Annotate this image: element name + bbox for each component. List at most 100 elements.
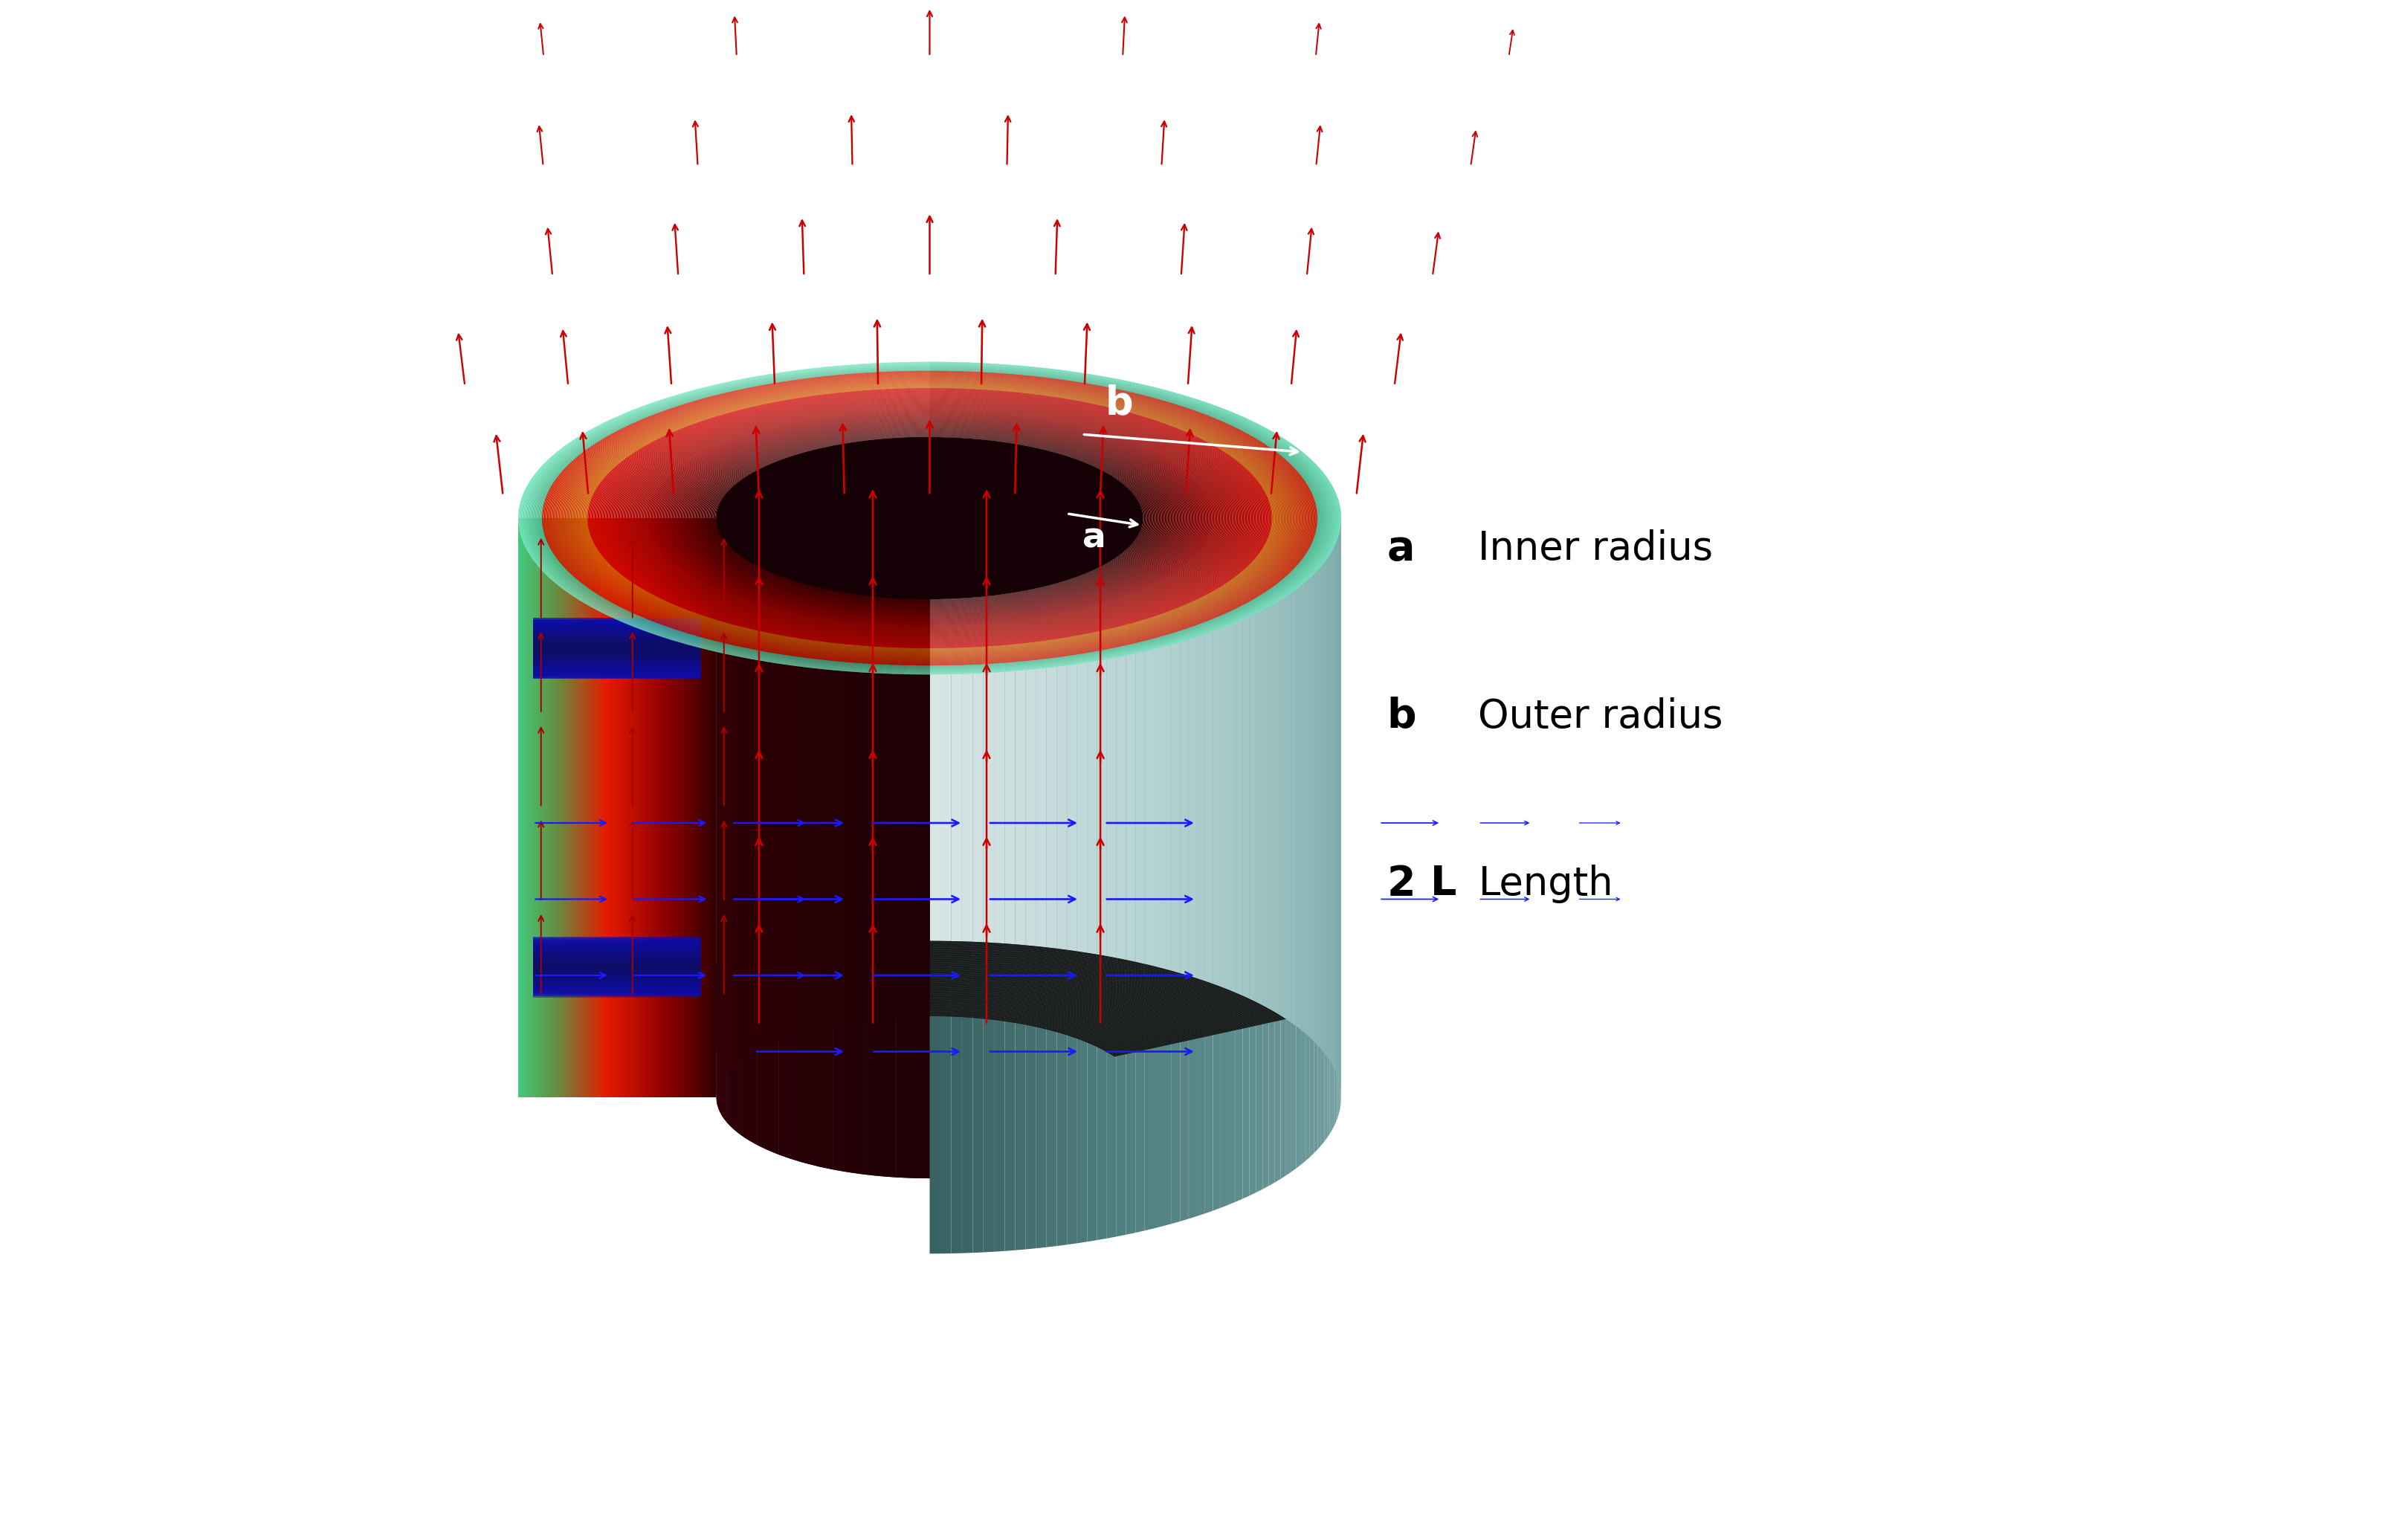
Polygon shape	[1067, 664, 1076, 1245]
Polygon shape	[547, 373, 1312, 663]
Polygon shape	[535, 625, 701, 674]
Polygon shape	[669, 419, 1190, 617]
Polygon shape	[535, 942, 701, 992]
Polygon shape	[650, 411, 1209, 625]
Polygon shape	[982, 672, 995, 1253]
Polygon shape	[1163, 645, 1173, 1227]
Polygon shape	[535, 946, 701, 988]
Polygon shape	[535, 939, 701, 995]
Polygon shape	[696, 995, 1163, 1047]
Polygon shape	[585, 387, 1274, 649]
Polygon shape	[556, 376, 1303, 660]
Polygon shape	[795, 453, 804, 1035]
Polygon shape	[1296, 585, 1300, 1169]
Polygon shape	[982, 363, 995, 943]
Polygon shape	[600, 393, 1259, 643]
Polygon shape	[908, 437, 917, 1017]
Polygon shape	[1163, 389, 1173, 971]
Polygon shape	[636, 407, 1223, 629]
Polygon shape	[763, 568, 771, 1152]
Polygon shape	[650, 975, 1209, 1036]
Polygon shape	[751, 471, 756, 1053]
Polygon shape	[739, 477, 744, 1061]
Polygon shape	[535, 942, 701, 992]
Polygon shape	[686, 425, 1173, 611]
Polygon shape	[1180, 640, 1190, 1221]
Polygon shape	[542, 372, 1317, 664]
Polygon shape	[535, 962, 701, 972]
Polygon shape	[908, 599, 917, 1178]
Polygon shape	[609, 396, 1250, 640]
Polygon shape	[679, 424, 1180, 613]
Polygon shape	[585, 387, 1274, 649]
Polygon shape	[600, 393, 1259, 643]
Polygon shape	[804, 450, 814, 1032]
Polygon shape	[523, 364, 1336, 672]
Polygon shape	[715, 437, 1144, 599]
Polygon shape	[756, 465, 768, 1050]
Polygon shape	[1204, 402, 1214, 985]
Polygon shape	[645, 972, 1214, 1035]
Polygon shape	[942, 361, 951, 942]
Polygon shape	[730, 1010, 1129, 1055]
Polygon shape	[713, 1003, 1146, 1050]
Polygon shape	[576, 383, 1286, 654]
Text: Inner radius: Inner radius	[1479, 529, 1714, 568]
Polygon shape	[592, 390, 1267, 646]
Polygon shape	[660, 416, 1199, 620]
Polygon shape	[1286, 593, 1291, 1175]
Polygon shape	[722, 539, 727, 1122]
Polygon shape	[592, 390, 1269, 646]
Polygon shape	[607, 396, 1252, 640]
Polygon shape	[730, 547, 734, 1131]
Polygon shape	[672, 421, 1187, 616]
Polygon shape	[787, 456, 795, 1036]
Polygon shape	[614, 398, 1245, 639]
Polygon shape	[1035, 367, 1047, 948]
Polygon shape	[1067, 370, 1076, 951]
Polygon shape	[643, 971, 1218, 1035]
Polygon shape	[833, 443, 848, 1026]
Polygon shape	[689, 427, 1170, 610]
Polygon shape	[641, 408, 1218, 628]
Polygon shape	[1180, 395, 1190, 975]
Polygon shape	[886, 597, 896, 1178]
Polygon shape	[580, 386, 1279, 651]
Polygon shape	[535, 962, 701, 974]
Polygon shape	[588, 389, 1271, 648]
Polygon shape	[568, 381, 1291, 655]
Polygon shape	[535, 645, 701, 652]
Polygon shape	[874, 439, 886, 1020]
Polygon shape	[1296, 447, 1300, 1030]
Polygon shape	[602, 393, 1257, 643]
Polygon shape	[641, 408, 1218, 628]
Polygon shape	[1257, 610, 1262, 1192]
Polygon shape	[1086, 373, 1098, 954]
Polygon shape	[1117, 379, 1127, 960]
Polygon shape	[535, 939, 701, 995]
Polygon shape	[1190, 396, 1197, 978]
Polygon shape	[559, 378, 1300, 658]
Polygon shape	[1204, 631, 1214, 1213]
Polygon shape	[662, 980, 1197, 1039]
Polygon shape	[535, 956, 701, 978]
Polygon shape	[549, 373, 1310, 663]
Polygon shape	[544, 372, 1315, 664]
Polygon shape	[604, 395, 1255, 642]
Polygon shape	[532, 367, 1327, 669]
Polygon shape	[694, 428, 1168, 608]
Polygon shape	[590, 389, 1269, 648]
Polygon shape	[576, 384, 1283, 652]
Polygon shape	[551, 375, 1308, 661]
Polygon shape	[701, 431, 1158, 605]
Polygon shape	[1324, 559, 1327, 1141]
Polygon shape	[1076, 663, 1086, 1244]
Polygon shape	[621, 401, 1240, 636]
Polygon shape	[833, 443, 843, 1026]
Polygon shape	[535, 640, 701, 658]
Polygon shape	[535, 945, 701, 989]
Polygon shape	[535, 632, 701, 664]
Polygon shape	[621, 962, 1238, 1030]
Polygon shape	[778, 457, 787, 1039]
Polygon shape	[1281, 436, 1286, 1020]
